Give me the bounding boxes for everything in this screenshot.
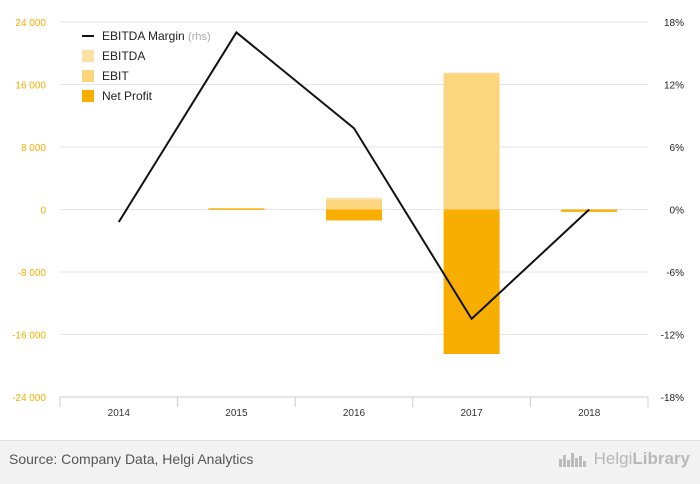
y-left-tick-label: 16 000 bbox=[15, 81, 46, 92]
chart: 24 000 16 000 8 000 0 -8 000 -16 000 -24 000 18… bbox=[12, 18, 685, 419]
y-right-tick-label: 6% bbox=[670, 143, 685, 154]
bar-net-profit bbox=[443, 209, 500, 355]
line-ebitda-margin bbox=[117, 30, 590, 321]
city-skyline-icon bbox=[558, 453, 586, 467]
x-tick-label: 2016 bbox=[343, 408, 366, 419]
x-tick-label: 2015 bbox=[225, 408, 248, 419]
legend-swatch-ebitda bbox=[82, 50, 94, 62]
helgi-library-logo[interactable]: HelgiLibrary bbox=[558, 449, 690, 469]
bar-ebit bbox=[443, 73, 500, 210]
y-right-tick-label: 12% bbox=[664, 81, 684, 92]
legend-swatch-ebit bbox=[82, 70, 94, 82]
y-right-tick-label: -12% bbox=[661, 331, 684, 342]
legend-label-net-profit: Net Profit bbox=[102, 89, 153, 103]
legend-label-ebitda: EBITDA bbox=[102, 49, 145, 63]
legend-swatch-net-profit bbox=[82, 90, 94, 102]
x-tick-label: 2014 bbox=[108, 408, 131, 419]
y-right-tick-label: -18% bbox=[661, 393, 684, 404]
y-left-tick-label: -24 000 bbox=[12, 393, 46, 404]
x-tick-label: 2017 bbox=[460, 408, 483, 419]
legend-label-ebitda-margin: EBITDA Margin (rhs) bbox=[102, 29, 211, 43]
bar-ebit bbox=[326, 200, 382, 210]
y-left-tick-label: -8 000 bbox=[18, 268, 47, 279]
legend-label-ebit: EBIT bbox=[102, 69, 129, 83]
bar-net-profit bbox=[326, 209, 382, 221]
x-tick-label: 2018 bbox=[578, 408, 601, 419]
y-left-tick-label: 0 bbox=[40, 206, 46, 217]
y-left-tick-label: 24 000 bbox=[15, 18, 46, 29]
y-left-tick-label: 8 000 bbox=[21, 143, 46, 154]
y-right-tick-label: 18% bbox=[664, 18, 684, 29]
y-left-tick-label: -16 000 bbox=[12, 331, 46, 342]
y-right-tick-label: -6% bbox=[666, 268, 684, 279]
y-right-tick-label: 0% bbox=[670, 206, 685, 217]
brand-name-library: Library bbox=[632, 449, 690, 468]
source-note: Source: Company Data, Helgi Analytics bbox=[9, 451, 254, 467]
footer: Source: Company Data, Helgi Analytics He… bbox=[0, 440, 700, 484]
bar-net-profit bbox=[208, 208, 265, 210]
brand-name-helgi: Helgi bbox=[593, 449, 633, 468]
